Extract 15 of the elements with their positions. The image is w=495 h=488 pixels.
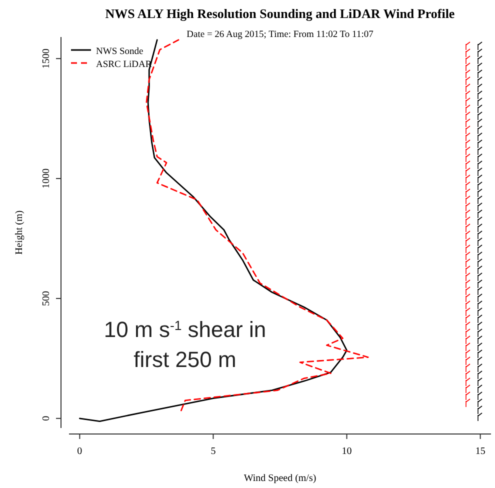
y-tick-label: 500 xyxy=(41,290,52,306)
y-tick-label: 0 xyxy=(41,416,52,421)
x-tick-label: 10 xyxy=(342,446,352,457)
line-series xyxy=(78,39,348,422)
chart-title: NWS ALY High Resolution Sounding and LiDAR Wind Profile xyxy=(105,6,455,21)
y-axis-title: Height (m) xyxy=(14,210,25,255)
x-tick-label: 5 xyxy=(210,446,216,457)
chart-subtitle: Date = 26 Aug 2015; Time: From 11:02 To 11:07 xyxy=(186,30,374,40)
x-tick-label: 0 xyxy=(77,446,82,457)
y-tick-label: 1500 xyxy=(41,48,52,69)
x-tick-label: 15 xyxy=(475,446,486,457)
annotation: 10 m s$^{-1}$ shear in first 250 m xyxy=(104,317,266,372)
y-tick-label: 1000 xyxy=(41,168,52,189)
x-axis-title: Wind Speed (m/s) xyxy=(244,473,316,484)
legend-label: NWS Sonde xyxy=(96,47,144,57)
